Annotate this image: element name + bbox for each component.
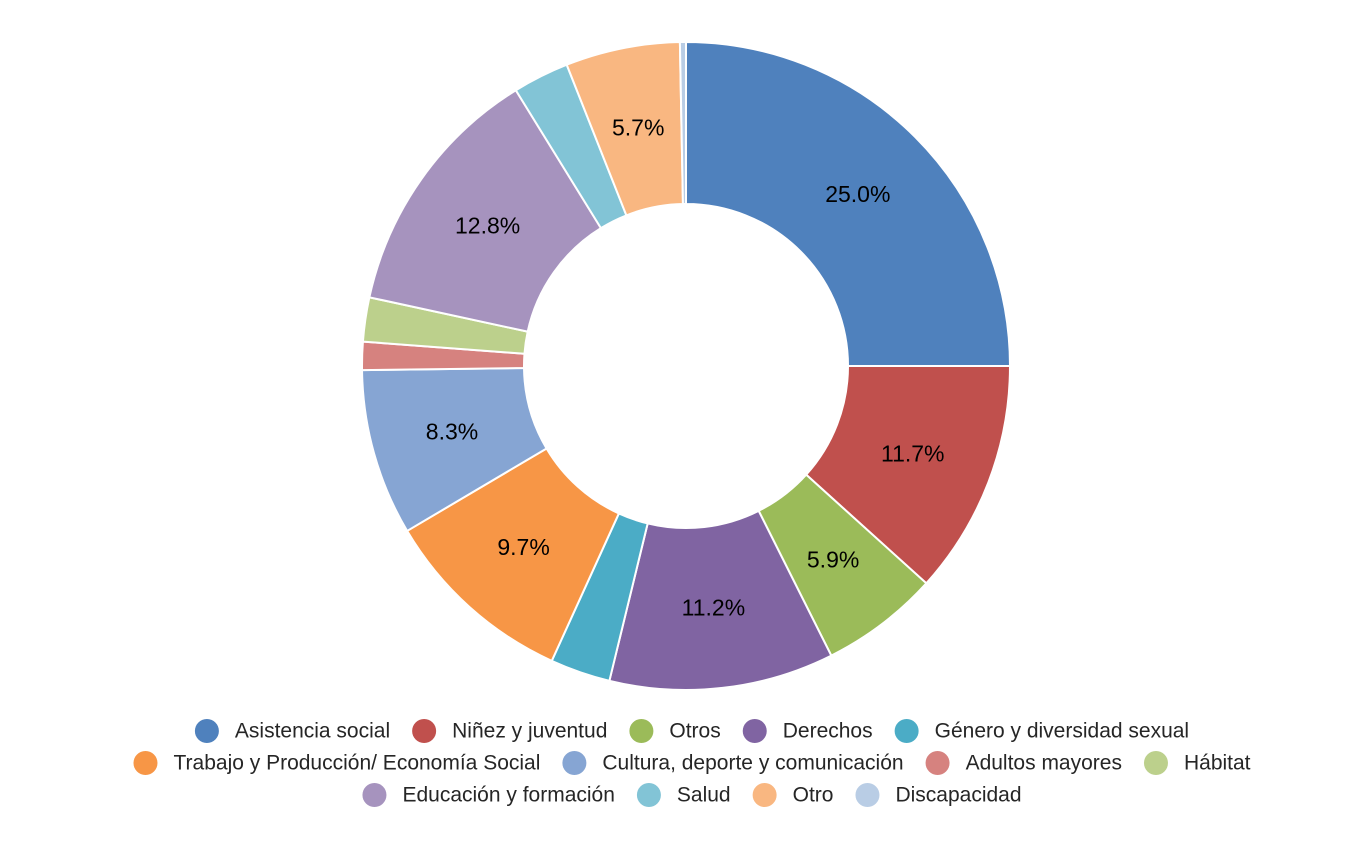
legend-label-cultura-deporte-y-comunicacion: Cultura, deporte y comunicación bbox=[602, 752, 903, 775]
legend-label-asistencia-social: Asistencia social bbox=[235, 720, 390, 743]
slice-derechos bbox=[608, 509, 833, 691]
legend-marker-trabajo-y-produccion-economia-social bbox=[133, 751, 158, 775]
slice-asistencia-social bbox=[685, 40, 1012, 367]
legend-marker-salud bbox=[636, 783, 661, 807]
legend-label-derechos: Derechos bbox=[783, 720, 873, 743]
legend-marker-asistencia-social bbox=[194, 719, 219, 743]
legend-label-educacion-y-formacion: Educación y formación bbox=[402, 784, 614, 807]
legend-label-otro: Otro bbox=[793, 784, 834, 807]
legend-label-otros: Otros bbox=[669, 720, 720, 743]
slice-label-derechos: 11.2% bbox=[682, 594, 746, 620]
legend-label-salud: Salud bbox=[677, 784, 731, 807]
legend-label-habitat: Hábitat bbox=[1184, 752, 1251, 775]
slice-label-otros: 5.9% bbox=[807, 546, 859, 572]
legend-marker-derechos bbox=[742, 719, 767, 743]
legend-label-adultos-mayores: Adultos mayores bbox=[966, 752, 1122, 775]
chart-legend: Asistencia social Niñez y juventud Otros De… bbox=[133, 719, 1251, 807]
slice-label-trabajo-y-produccion-economia-social: 9.7% bbox=[497, 534, 549, 560]
legend-marker-discapacidad bbox=[855, 783, 880, 807]
donut-slices bbox=[361, 40, 1012, 691]
legend-marker-ninez-y-juventud bbox=[412, 719, 437, 743]
slice-label-otro: 5.7% bbox=[612, 115, 664, 141]
legend-label-trabajo-y-produccion-economia-social: Trabajo y Producción/ Economía Social bbox=[173, 752, 540, 775]
legend-label-ninez-y-juventud: Niñez y juventud bbox=[452, 720, 607, 743]
slice-labels: 25.0% 11.7% 5.9% 11.2% 9.7% 8.3% 12.8% 5.7% bbox=[426, 115, 945, 621]
slice-label-cultura-deporte-y-comunicacion: 8.3% bbox=[426, 419, 478, 445]
legend-marker-adultos-mayores bbox=[925, 751, 950, 775]
legend-marker-genero-y-diversidad-sexual bbox=[894, 719, 919, 743]
legend-marker-educacion-y-formacion bbox=[362, 783, 387, 807]
slice-discapacidad bbox=[678, 40, 687, 206]
slice-label-asistencia-social: 25.0% bbox=[825, 181, 890, 207]
slice-label-educacion-y-formacion: 12.8% bbox=[455, 213, 520, 239]
legend-marker-cultura-deporte-y-comunicacion bbox=[562, 751, 587, 775]
legend-marker-habitat bbox=[1143, 751, 1168, 775]
slice-educacion-y-formacion bbox=[368, 88, 603, 333]
legend-label-discapacidad: Discapacidad bbox=[895, 784, 1021, 807]
legend-label-genero-y-diversidad-sexual: Género y diversidad sexual bbox=[935, 720, 1189, 743]
legend-marker-otros bbox=[629, 719, 654, 743]
slice-label-ninez-y-juventud: 11.7% bbox=[881, 440, 945, 466]
legend-marker-otro bbox=[752, 783, 777, 807]
